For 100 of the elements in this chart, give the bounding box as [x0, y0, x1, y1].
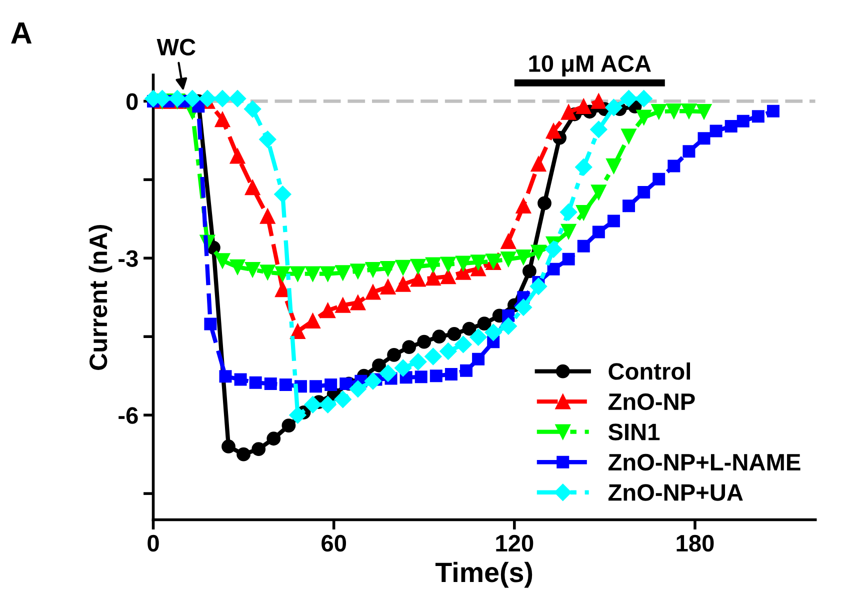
point — [365, 284, 381, 300]
point — [305, 313, 320, 329]
point — [402, 340, 416, 354]
point — [516, 198, 532, 214]
point — [514, 298, 532, 316]
x-tick-label: 0 — [148, 534, 159, 552]
point — [681, 103, 697, 119]
point — [266, 432, 281, 446]
point — [456, 256, 471, 272]
point — [350, 264, 366, 279]
legend-label: Control — [608, 362, 690, 380]
point — [380, 279, 396, 295]
point — [395, 260, 411, 276]
point — [591, 94, 606, 109]
legend-label: SIN1 — [608, 424, 660, 440]
point — [668, 160, 680, 172]
point — [184, 90, 201, 108]
point — [198, 90, 216, 108]
point — [500, 252, 516, 267]
point — [577, 240, 590, 252]
point — [736, 114, 750, 128]
point — [426, 270, 441, 286]
y-tick-label: -6 — [118, 407, 138, 424]
point — [279, 378, 292, 391]
y-axis-title: Current (nA) — [88, 225, 112, 370]
point — [214, 253, 230, 268]
point — [766, 104, 780, 118]
point — [249, 376, 262, 389]
point — [387, 348, 401, 362]
point — [252, 442, 266, 456]
point — [620, 90, 638, 108]
point — [394, 359, 412, 377]
point — [500, 318, 517, 335]
point — [724, 120, 738, 133]
point — [417, 334, 432, 349]
point — [414, 370, 428, 384]
point — [538, 196, 552, 210]
point — [560, 204, 578, 221]
point — [214, 112, 230, 128]
point — [335, 265, 350, 280]
point — [282, 418, 296, 432]
point — [591, 184, 606, 200]
point — [460, 364, 473, 377]
point — [410, 353, 427, 370]
point — [334, 390, 352, 408]
point — [546, 123, 562, 139]
x-tick-label: 120 — [496, 534, 534, 552]
point — [440, 268, 456, 284]
point — [372, 358, 386, 372]
point — [462, 322, 476, 336]
point — [530, 244, 546, 260]
point — [320, 266, 336, 282]
point — [244, 262, 260, 278]
point — [274, 186, 292, 203]
x-tick-label: 180 — [676, 534, 714, 552]
point — [470, 254, 486, 270]
y-tick-label: 0 — [126, 93, 138, 110]
point — [440, 342, 457, 360]
point — [752, 110, 764, 123]
point — [710, 124, 722, 138]
point — [424, 348, 442, 366]
legend-label: ZnO-NP — [608, 393, 695, 410]
point — [440, 256, 456, 272]
point — [365, 262, 381, 278]
point — [234, 373, 247, 386]
point — [395, 276, 411, 292]
point — [275, 266, 290, 282]
point — [444, 368, 458, 381]
point — [696, 104, 712, 120]
point — [682, 145, 696, 158]
text: A — [11, 22, 32, 44]
point — [635, 90, 652, 108]
point — [305, 266, 320, 282]
point — [168, 90, 186, 108]
point — [547, 262, 560, 276]
y-tick-label: -3 — [118, 250, 138, 267]
point — [319, 396, 336, 414]
point — [530, 278, 548, 295]
point — [228, 90, 246, 108]
point — [606, 158, 622, 174]
point — [560, 224, 576, 240]
point — [472, 352, 485, 366]
point — [590, 120, 608, 138]
point — [290, 324, 306, 340]
point — [576, 98, 592, 114]
point — [516, 249, 532, 265]
point — [638, 186, 650, 198]
point — [410, 271, 426, 287]
annotation: WC — [156, 38, 196, 56]
point — [335, 298, 350, 313]
point — [500, 234, 516, 250]
point — [592, 226, 605, 238]
point — [264, 377, 277, 390]
point — [530, 156, 546, 172]
point — [222, 440, 236, 454]
point — [454, 336, 472, 354]
point — [652, 172, 666, 186]
annotation: 10 μM ACA — [529, 55, 651, 76]
point — [364, 372, 382, 390]
point — [636, 110, 652, 126]
